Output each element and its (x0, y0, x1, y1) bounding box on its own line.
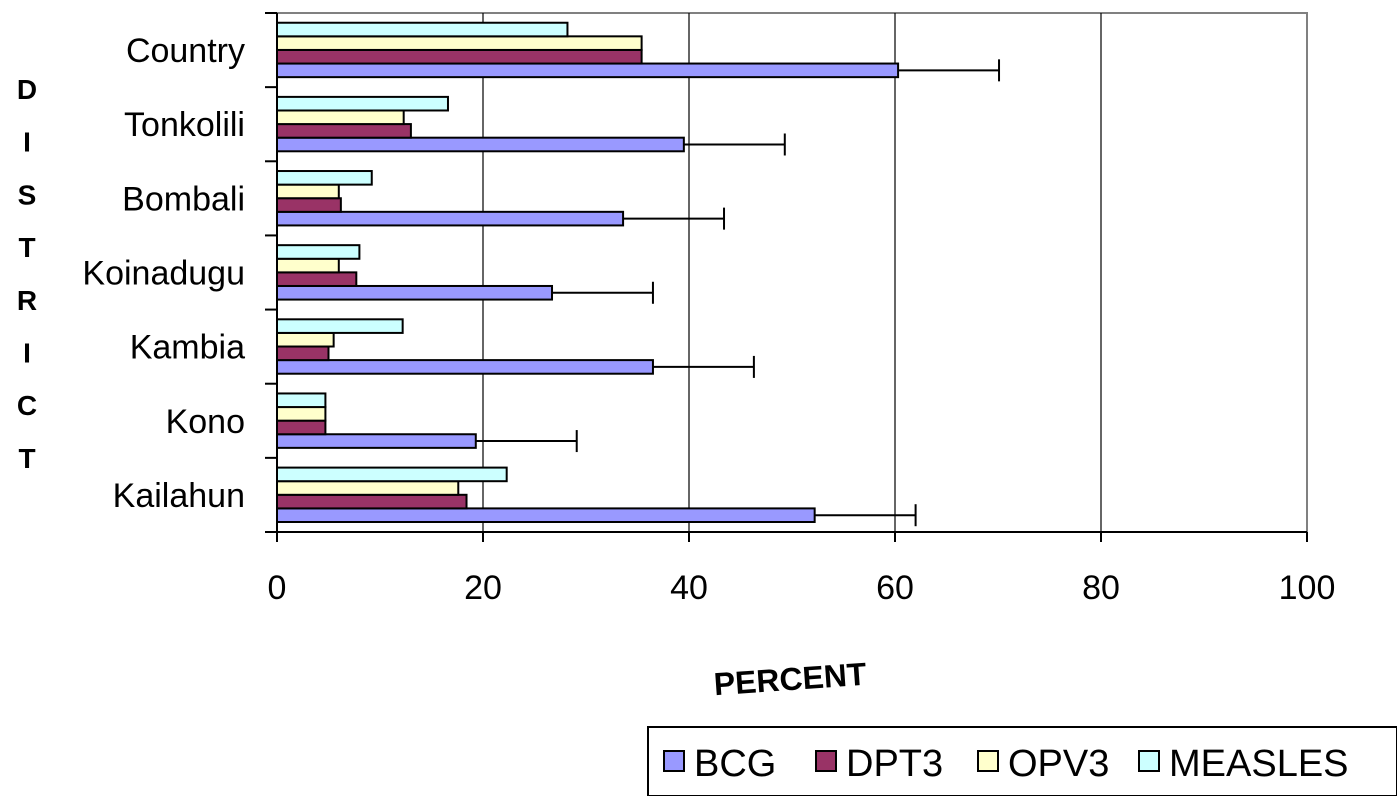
bar-measles-kono (276, 392, 327, 409)
bar-dpt3-kambia (276, 345, 330, 362)
x-tick-label: 0 (268, 569, 287, 607)
bar-opv3-kono (276, 406, 327, 422)
x-tick-label: 100 (1279, 569, 1336, 607)
legend-swatch-dpt3 (815, 750, 837, 772)
legend-swatch-measles (1138, 750, 1160, 772)
bar-measles-tonkolili (276, 95, 449, 112)
bar-bcg-tonkolili (276, 136, 685, 153)
category-label: Kono (166, 403, 245, 441)
bar-dpt3-bombali (276, 197, 342, 213)
plot-border (276, 12, 1308, 533)
bar-measles-kailahun (276, 466, 508, 483)
legend-swatch-opv3 (977, 750, 999, 772)
y-axis-title-letter: T (18, 443, 35, 474)
bar-opv3-kailahun (276, 480, 460, 496)
bar-opv3-country (276, 35, 643, 51)
category-label: Bombali (122, 180, 245, 218)
legend-box (647, 726, 1397, 796)
y-axis-title-letter: T (18, 232, 35, 263)
legend: BCG DPT3 OPV3 MEASLES (647, 726, 1397, 796)
bar-dpt3-country (276, 48, 643, 65)
bars (276, 21, 900, 523)
category-label: Koinadugu (82, 255, 245, 293)
y-axis-title-letter: D (17, 74, 37, 105)
bar-measles-country (276, 21, 569, 38)
x-tick-labels: 0 20 40 60 80 100 (268, 569, 1336, 607)
axes (265, 12, 1308, 542)
bar-bcg-koinadugu (276, 284, 554, 301)
x-tick-label: 60 (876, 569, 914, 607)
bar-dpt3-tonkolili (276, 123, 412, 139)
x-tick-label: 40 (670, 569, 708, 607)
category-label: Kambia (130, 329, 245, 367)
bar-opv3-bombali (276, 183, 340, 200)
bar-measles-kambia (276, 318, 404, 334)
bar-dpt3-koinadugu (276, 271, 358, 287)
x-tick-label: 80 (1082, 569, 1120, 607)
bar-opv3-koinadugu (276, 257, 340, 274)
y-axis-title-letter: I (23, 127, 31, 158)
bar-measles-bombali (276, 170, 373, 186)
bar-bcg-bombali (276, 210, 625, 227)
bar-bcg-kono (276, 433, 477, 449)
bar-bcg-country (276, 62, 900, 79)
bar-bcg-kambia (276, 359, 654, 375)
bar-measles-koinadugu (276, 244, 361, 260)
bar-opv3-kambia (276, 331, 335, 348)
plot-area (276, 12, 1308, 533)
category-label: Kailahun (113, 477, 245, 515)
gridlines (482, 13, 1102, 532)
x-tick-label: 20 (464, 569, 502, 607)
bar-opv3-tonkolili (276, 109, 405, 126)
y-axis-title-letter: I (23, 338, 31, 369)
category-label: Country (126, 32, 245, 70)
x-axis-title: PERCENT (713, 656, 868, 703)
bar-dpt3-kono (276, 419, 327, 436)
category-labels: Country Tonkolili Bombali Koinadugu Kambia Ko… (82, 32, 245, 515)
legend-swatch-bcg (663, 750, 685, 772)
bar-dpt3-kailahun (276, 493, 468, 510)
legend-label-opv3: OPV3 (1008, 743, 1109, 785)
y-axis-title-letter: S (18, 179, 37, 210)
y-axis-title-letter: R (17, 285, 37, 316)
bar-bcg-kailahun (276, 507, 816, 523)
legend-label-measles: MEASLES (1169, 743, 1349, 785)
y-axis-title-letter: C (17, 390, 37, 421)
error-bars (475, 59, 1001, 527)
category-label: Tonkolili (124, 106, 245, 144)
legend-label-dpt3: DPT3 (846, 743, 943, 785)
legend-label-bcg: BCG (694, 743, 776, 785)
